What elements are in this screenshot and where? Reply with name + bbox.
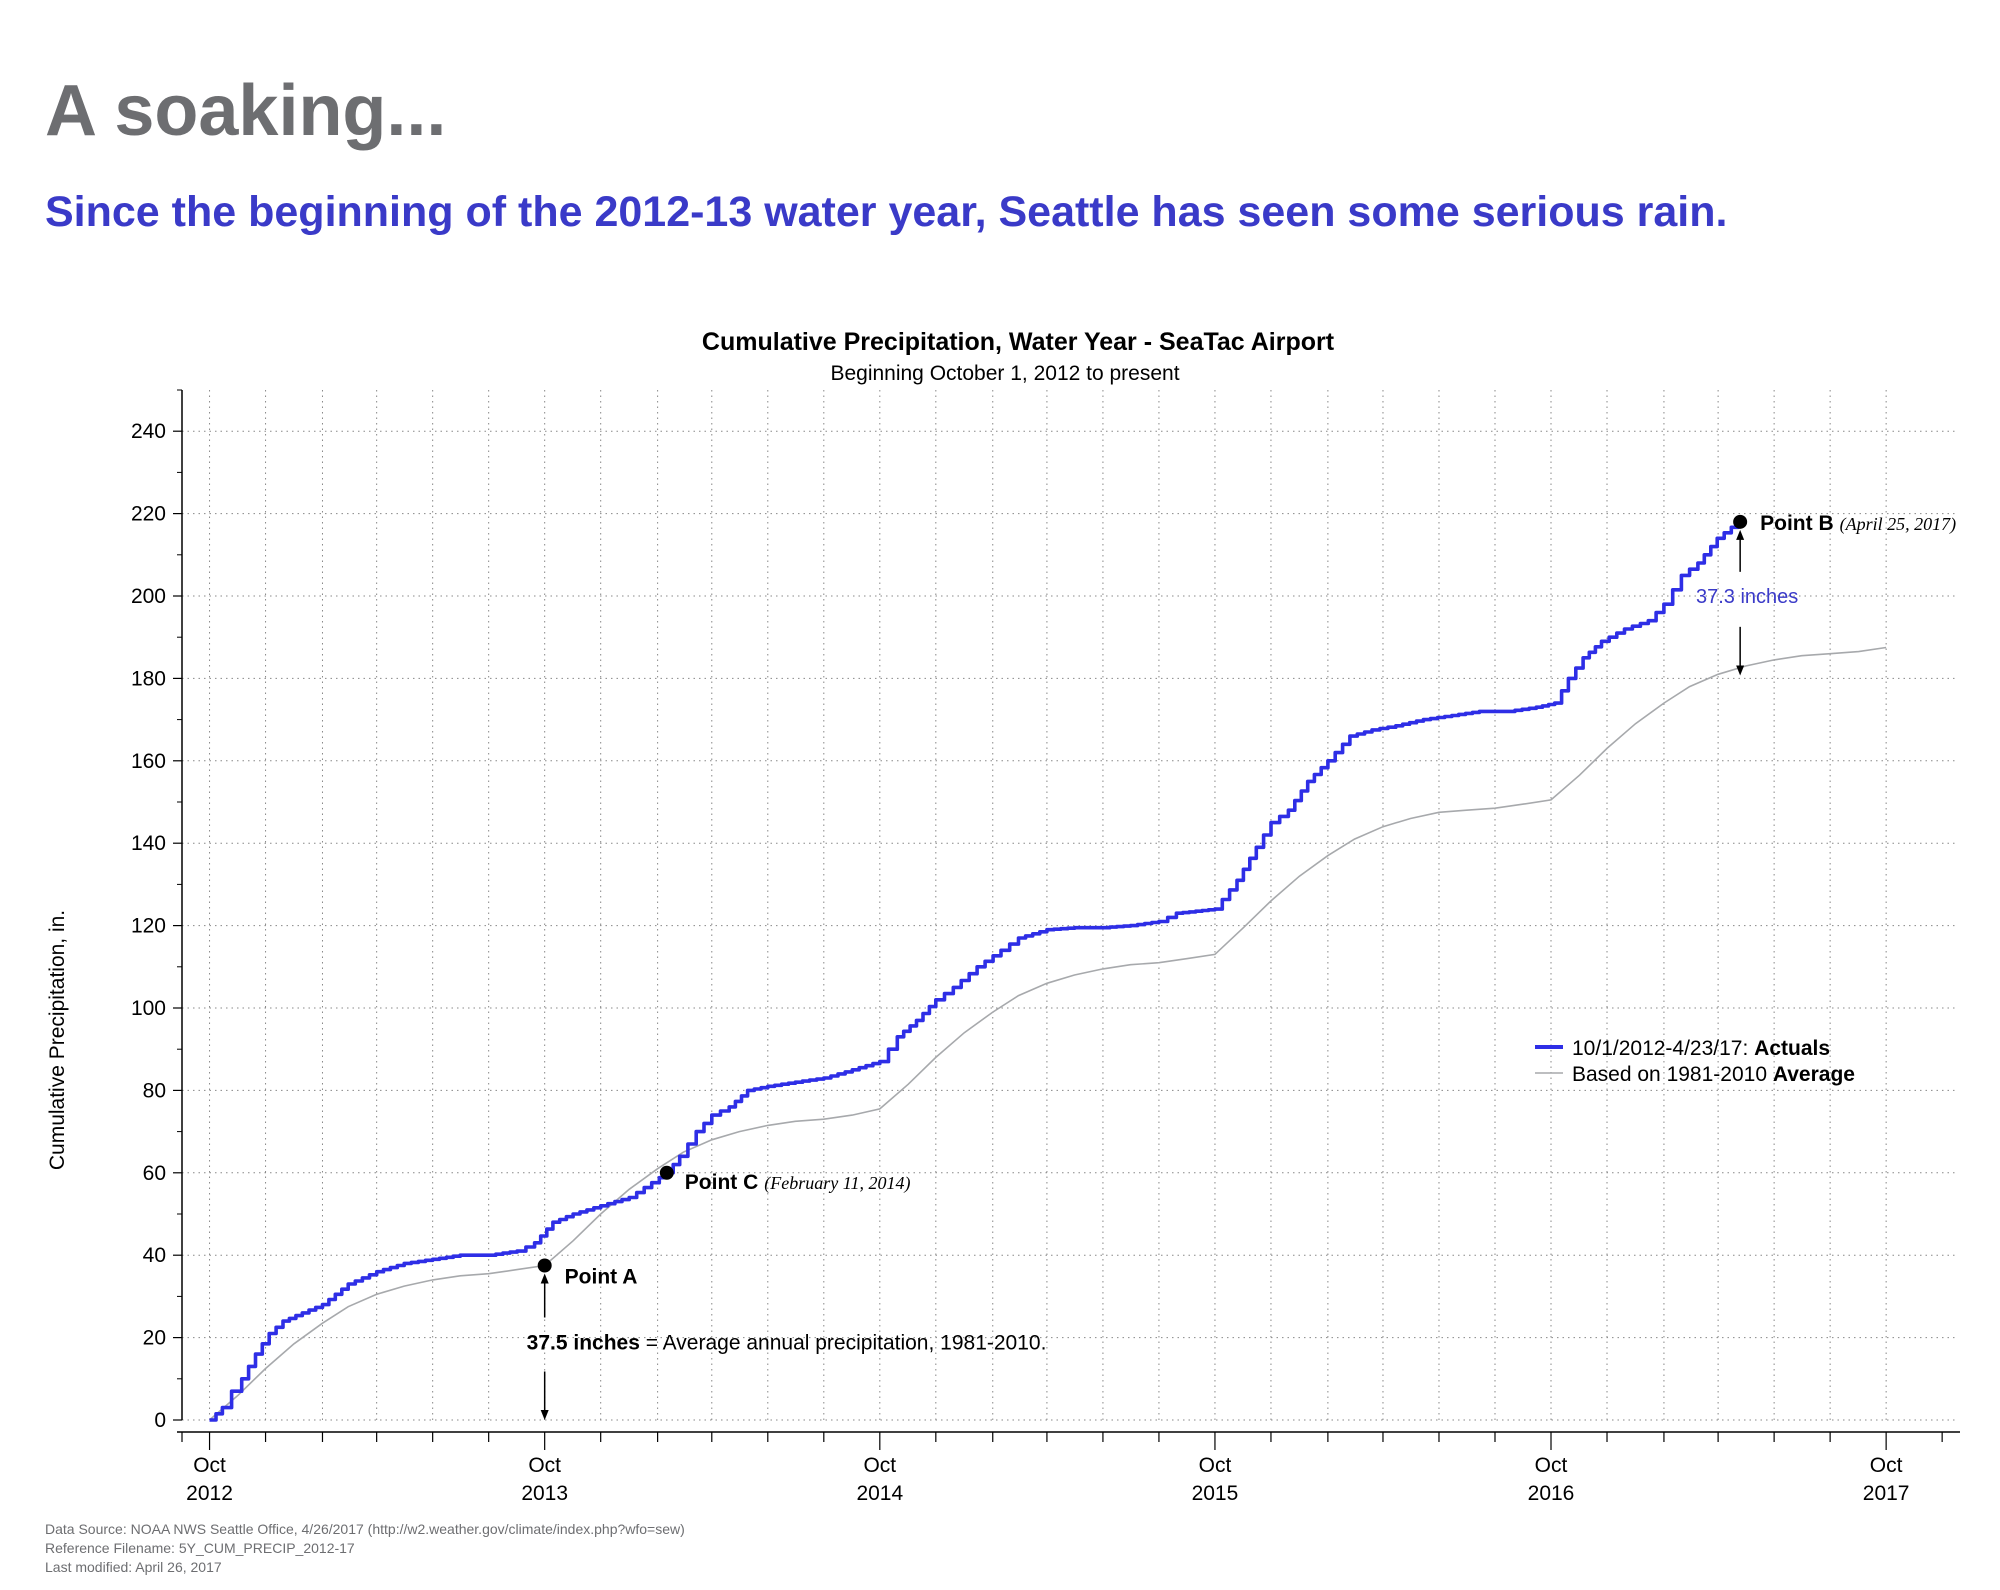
point-a-arrowhead-down — [540, 1410, 549, 1420]
reference-filename-note: Reference Filename: 5Y_CUM_PRECIP_2012-1… — [45, 1540, 355, 1556]
y-tick-label: 180 — [131, 667, 166, 690]
x-tick-label-year: 2012 — [186, 1482, 233, 1500]
series-lines — [208, 521, 1887, 1422]
series-line-actuals — [209, 521, 1741, 1422]
point-c-name: Point C — [685, 1171, 759, 1194]
y-tick-label: 240 — [131, 420, 166, 443]
gap-label: 37.3 inches — [1696, 586, 1798, 608]
precipitation-chart: Cumulative Precipitation, Water Year - S… — [46, 328, 1960, 1500]
legend-average-text: Based on 1981-2010 — [1572, 1063, 1773, 1086]
chart-title: Cumulative Precipitation, Water Year - S… — [702, 328, 1335, 356]
x-tick-label-year: 2013 — [521, 1482, 568, 1500]
point-a-marker — [537, 1258, 552, 1273]
y-tick-label: 100 — [131, 997, 166, 1020]
legend-average-bold: Average — [1773, 1063, 1855, 1086]
gridlines — [182, 390, 1955, 1421]
point-b-arrowhead-down — [1736, 665, 1745, 676]
data-source-note: Data Source: NOAA NWS Seattle Office, 4/… — [45, 1521, 685, 1537]
point-b-date: (April 25, 2017) — [1840, 514, 1957, 535]
point-a-label: Point A — [565, 1266, 638, 1289]
y-axis-label: Cumulative Precipitation, in. — [46, 910, 69, 1170]
x-tick-label-month: Oct — [1535, 1454, 1568, 1477]
y-tick-label: 120 — [131, 915, 166, 938]
y-tick-label: 140 — [131, 832, 166, 855]
point-c-date: (February 11, 2014) — [764, 1173, 910, 1194]
y-tick-label: 20 — [143, 1327, 166, 1350]
y-axis-ticks: 0 20 40 60 80 100 120 140 160 180 200 220 240 — [131, 389, 182, 1432]
axes — [177, 390, 1960, 1433]
point-b-name: Point B — [1760, 512, 1834, 535]
y-tick-label: 0 — [154, 1409, 166, 1432]
legend-label-average: Based on 1981-2010 Average — [1572, 1063, 1855, 1086]
x-tick-label-month: Oct — [1870, 1454, 1903, 1477]
x-tick-label-year: 2016 — [1528, 1482, 1575, 1500]
y-tick-label: 60 — [143, 1162, 166, 1185]
series-line-average — [208, 646, 1887, 1421]
average-annual-value: 37.5 inches — [527, 1332, 640, 1355]
x-tick-label-year: 2017 — [1863, 1482, 1910, 1500]
y-tick-label: 160 — [131, 750, 166, 773]
last-modified-note: Last modified: April 26, 2017 — [45, 1559, 222, 1575]
legend-label-actuals: 10/1/2012-4/23/17: Actuals — [1572, 1037, 1830, 1060]
average-annual-note: 37.5 inches = Average annual precipitati… — [527, 1332, 1047, 1355]
average-annual-text: = Average annual precipitation, 1981-201… — [640, 1332, 1047, 1355]
x-axis-ticks: Oct 2012 Oct 2013 Oct 2014 Oct 2015 Oct 2016 Oct 20… — [181, 1432, 1943, 1500]
point-b-arrowhead-up — [1736, 529, 1745, 540]
x-tick-label-month: Oct — [528, 1454, 561, 1477]
headline: A soaking... — [45, 71, 447, 151]
x-tick-label-month: Oct — [863, 1454, 896, 1477]
subheadline: Since the beginning of the 2012-13 water… — [45, 188, 1728, 236]
x-tick-label-month: Oct — [1199, 1454, 1232, 1477]
y-tick-label: 40 — [143, 1244, 166, 1267]
x-tick-label-month: Oct — [193, 1454, 226, 1477]
point-c-marker — [659, 1165, 674, 1180]
point-b-label: Point B (April 25, 2017) — [1760, 512, 1956, 535]
point-b-marker — [1733, 514, 1748, 529]
legend-actuals-text: 10/1/2012-4/23/17: — [1572, 1037, 1754, 1060]
y-tick-label: 200 — [131, 585, 166, 608]
point-b-annotation: Point B (April 25, 2017) 37.3 inches — [1696, 512, 1956, 676]
point-c-annotation: Point C (February 11, 2014) — [659, 1165, 911, 1194]
point-c-label: Point C (February 11, 2014) — [685, 1171, 911, 1194]
y-tick-label: 80 — [143, 1079, 166, 1102]
point-a-annotation: Point A 37.5 inches = Average annual pre… — [527, 1258, 1047, 1420]
footer-notes: Data Source: NOAA NWS Seattle Office, 4/… — [45, 1520, 685, 1577]
chart-subtitle: Beginning October 1, 2012 to present — [830, 362, 1179, 385]
legend: 10/1/2012-4/23/17: Actuals Based on 1981… — [1535, 1037, 1855, 1086]
legend-actuals-bold: Actuals — [1754, 1037, 1830, 1060]
y-tick-label: 220 — [131, 503, 166, 526]
x-tick-label-year: 2014 — [856, 1482, 903, 1500]
point-a-arrowhead-up — [540, 1273, 549, 1284]
x-tick-label-year: 2015 — [1192, 1482, 1239, 1500]
